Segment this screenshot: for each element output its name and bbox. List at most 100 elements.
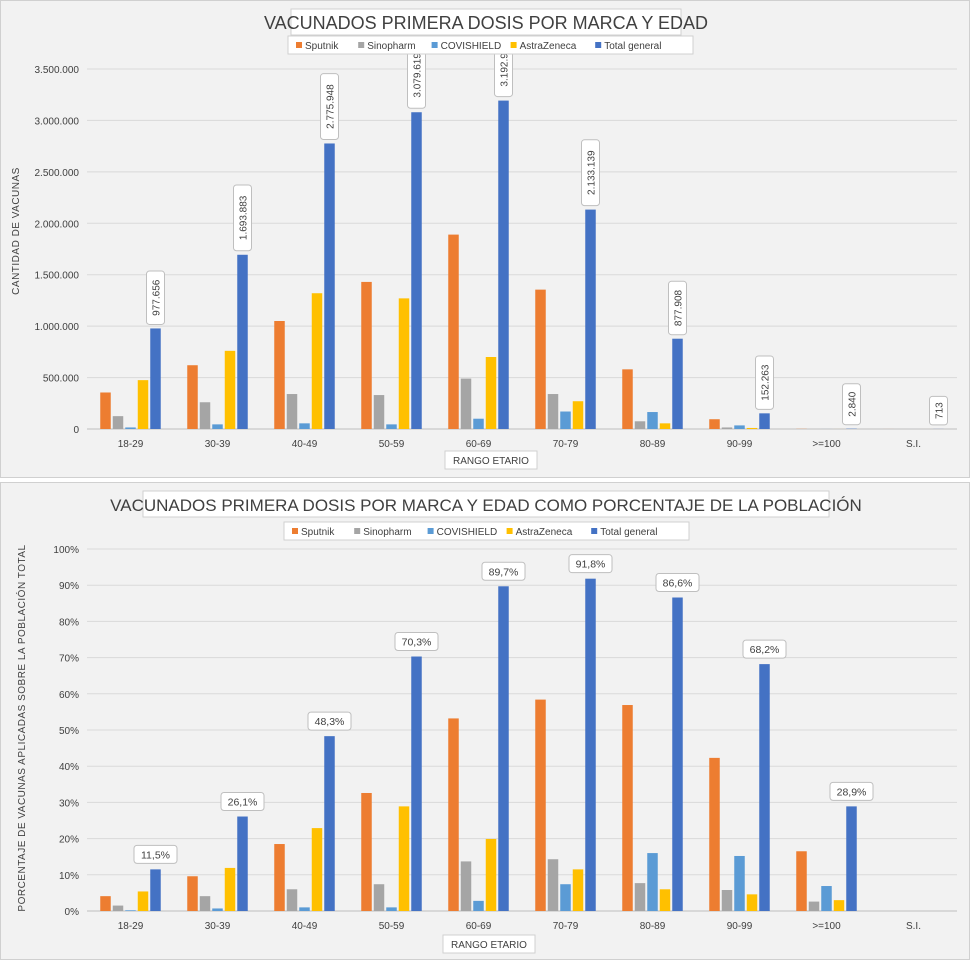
data-label: 2.840 [848,391,859,416]
bar-total-general [237,817,248,911]
bar-sinopharm [374,395,385,429]
bar-sputnik [709,758,720,911]
bar-astrazeneca [312,293,323,429]
bar-covishield [125,427,136,429]
bar-total-general [324,143,335,429]
bar-total-general [498,101,509,429]
bar-astrazeneca [138,891,149,911]
y-tick-label: 1.000.000 [35,322,80,333]
data-label: 152.263 [761,364,772,401]
y-tick-label: 3.000.000 [35,116,80,127]
data-label: 877.908 [674,289,685,326]
bar-total-general [672,339,683,429]
legend-label-sinopharm: Sinopharm [367,41,415,52]
bar-covishield [560,884,571,911]
y-tick-labels: 0500.0001.000.0001.500.0002.000.0002.500… [35,65,80,436]
bar-total-general [759,413,770,429]
data-label: 713 [935,402,946,419]
data-label: 977.656 [152,279,163,316]
bar-sinopharm [635,421,646,429]
y-tick-label: 0% [65,907,80,918]
legend-label-sputnik: Sputnik [305,41,339,52]
x-tick-label: 90-99 [727,439,753,450]
y-tick-label: 1.500.000 [35,271,80,282]
gridlines [87,69,957,429]
bar-astrazeneca [486,839,497,911]
chart-title: VACUNADOS PRIMERA DOSIS POR MARCA Y EDAD… [110,496,862,515]
bar-astrazeneca [312,828,323,911]
bar-sputnik [622,369,633,429]
x-tick-label: 70-79 [553,439,579,450]
bar-covishield [473,419,484,429]
x-tick-label: >=100 [812,921,841,932]
bar-sputnik [448,235,459,429]
bar-sputnik [187,365,198,429]
bar-covishield [212,424,223,429]
x-tick-label: >=100 [812,439,841,450]
bar-astrazeneca [225,351,236,429]
bar-total-general [150,328,161,429]
bar-sinopharm [461,379,472,429]
bar-astrazeneca [660,889,671,911]
bar-astrazeneca [747,428,758,429]
bar-sinopharm [113,416,124,429]
data-label: 3.192.9 [500,53,511,87]
data-label: 11,5% [141,849,170,861]
legend-label-total-general: Total general [604,41,661,52]
legend-swatch-sinopharm [354,528,360,534]
bar-total-general [585,210,596,429]
y-tick-label: 40% [59,762,79,773]
data-label: 86,6% [663,578,693,590]
bar-covishield [299,423,310,429]
y-axis-title: PORCENTAJE DE VACUNAS APLICADAS SOBRE LA… [15,544,28,911]
bar-sinopharm [200,402,211,429]
chart-panel-percentage: VACUNADOS PRIMERA DOSIS POR MARCA Y EDAD… [0,482,970,960]
bar-sputnik [274,844,285,911]
legend-label-total-general: Total general [600,527,657,538]
data-label: 68,2% [750,644,780,656]
chart-title: VACUNADOS PRIMERA DOSIS POR MARCA Y EDAD [264,13,708,33]
x-tick-label: S.I. [906,921,921,932]
x-tick-label: 80-89 [640,921,666,932]
bar-sputnik [709,419,720,429]
chart-panel-absolute: VACUNADOS PRIMERA DOSIS POR MARCA Y EDAD… [0,0,970,478]
legend-swatch-total-general [595,42,601,48]
y-tick-label: 70% [59,654,79,665]
bar-covishield [734,856,745,911]
x-tick-label: 50-59 [379,921,405,932]
chart-absolute-svg: VACUNADOS PRIMERA DOSIS POR MARCA Y EDAD… [1,1,970,479]
x-tick-label: 90-99 [727,921,753,932]
bar-covishield [299,907,310,911]
bars [100,579,857,911]
legend-swatch-sinopharm [358,42,364,48]
data-label: 89,7% [489,566,519,578]
bar-covishield [734,425,745,429]
bar-covishield [212,908,223,911]
legend-swatch-sputnik [296,42,302,48]
y-tick-label: 0 [73,425,79,436]
bar-astrazeneca [399,298,410,429]
data-label: 48,3% [315,716,345,728]
bar-astrazeneca [486,357,497,429]
x-tick-label: 40-49 [292,921,318,932]
x-tick-label: S.I. [906,439,921,450]
y-tick-label: 90% [59,581,79,592]
bar-total-general [411,112,422,429]
legend-swatch-covishield [432,42,438,48]
y-tick-label: 10% [59,871,79,882]
bar-covishield [473,901,484,911]
bar-sputnik [187,876,198,911]
data-label: 26,1% [228,797,258,809]
bar-sinopharm [809,902,820,911]
legend-label-covishield: COVISHIELD [437,527,498,538]
bar-astrazeneca [399,806,410,911]
y-tick-labels: 0%10%20%30%40%50%60%70%80%90%100% [53,545,79,918]
bar-covishield [821,886,832,911]
legend-swatch-total-general [591,528,597,534]
bar-sputnik [535,290,546,429]
bar-astrazeneca [573,401,584,429]
